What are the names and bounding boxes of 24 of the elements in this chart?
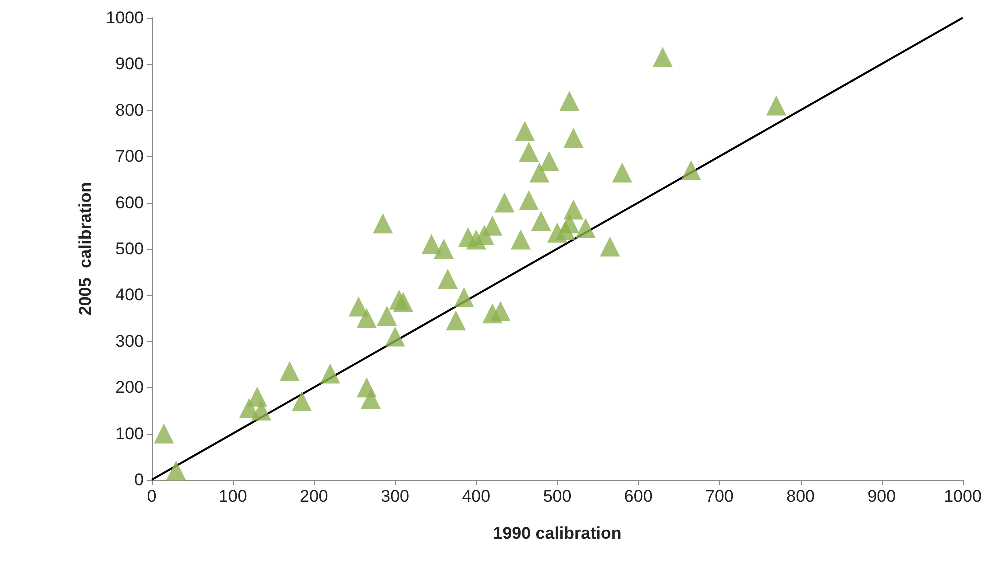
x-tick-label: 500 [543,487,572,506]
x-tick-label: 1000 [944,487,982,506]
x-tick-label: 100 [218,487,248,506]
y-tick-label: 900 [116,54,144,74]
x-tick-label: 400 [462,487,491,506]
y-tick-label: 0 [134,470,144,490]
y-tick-label: 1000 [106,8,144,28]
y-tick-label: 300 [116,332,144,351]
x-tick-label: 200 [300,487,328,506]
x-axis-title: 1990 calibration [493,524,622,543]
x-tick-label: 600 [624,487,653,506]
y-tick-label: 200 [116,378,144,398]
y-tick-label: 800 [116,100,144,120]
x-tick-label: 700 [706,487,734,506]
x-tick-label: 800 [786,487,815,506]
y-axis-title: 2005 calibration [76,182,95,316]
y-tick-label: 600 [116,193,144,212]
x-tick-label: 300 [381,487,410,506]
x-tick-label: 0 [147,487,157,506]
y-tick-label: 500 [116,240,144,258]
x-tick-label: 900 [868,487,896,506]
y-tick-label: 400 [116,286,144,305]
y-tick-label: 700 [116,147,144,166]
y-tick-label: 100 [116,424,144,444]
